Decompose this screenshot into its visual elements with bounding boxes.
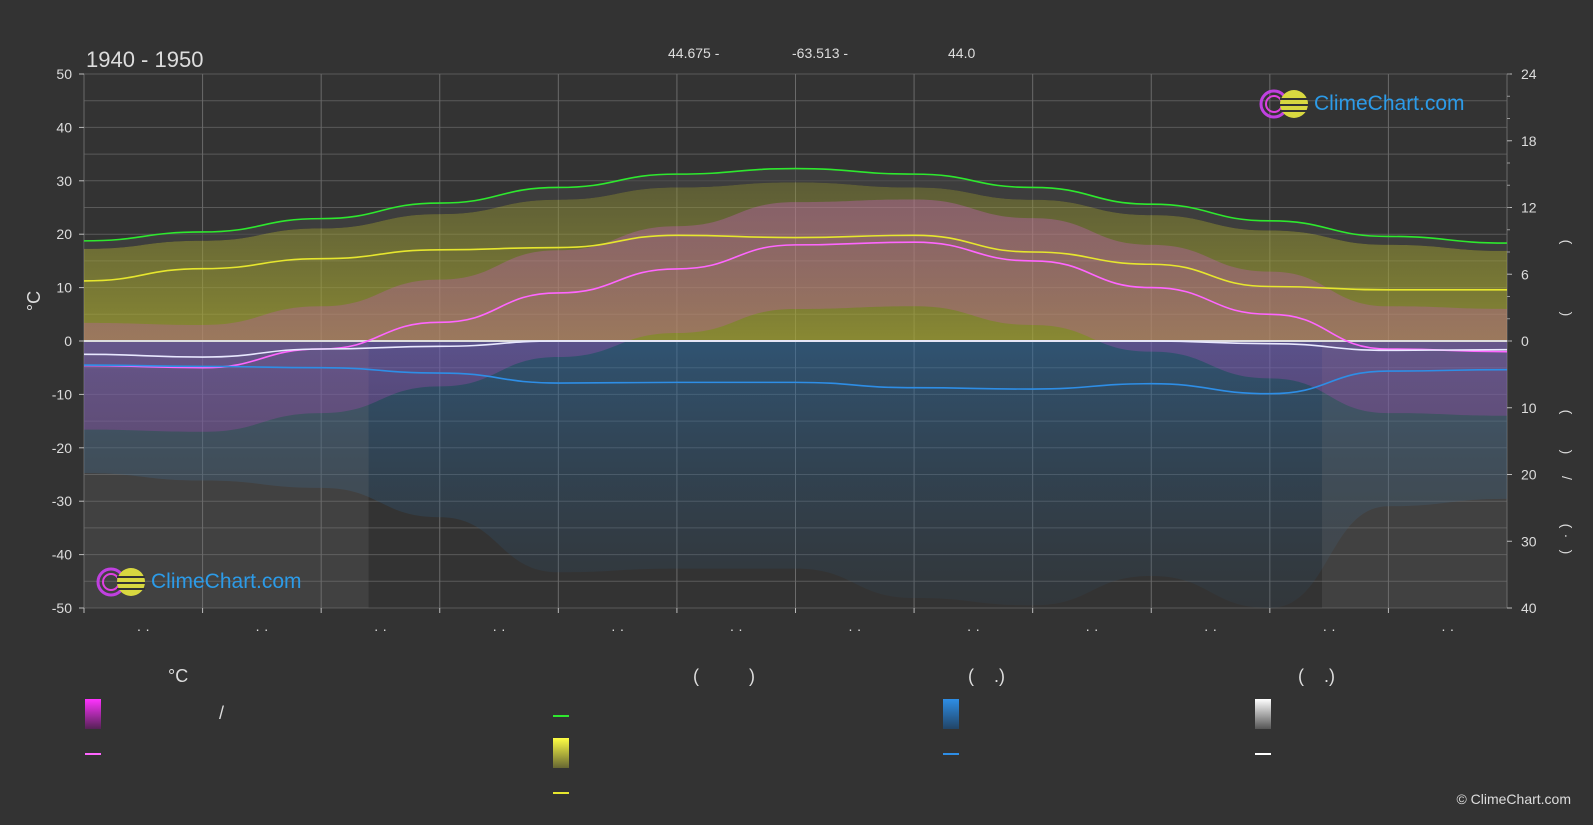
y2-sun-tick-label: 6 bbox=[1521, 266, 1529, 282]
month-label: · · bbox=[255, 621, 268, 637]
y2-precip-tick-label: 30 bbox=[1521, 533, 1537, 549]
month-label: · · bbox=[1085, 621, 1098, 637]
y2-sun-tick-label: 0 bbox=[1521, 333, 1529, 349]
month-label: · · bbox=[730, 621, 743, 637]
y2-sun-tick-label: 24 bbox=[1521, 66, 1537, 82]
y-tick-label: 50 bbox=[56, 66, 72, 82]
sunshine-avg-swatch bbox=[553, 792, 569, 794]
logo-icon bbox=[95, 566, 149, 598]
y-tick-label: 0 bbox=[64, 333, 72, 349]
climechart-logo-bottom[interactable]: ClimeChart.com bbox=[95, 566, 302, 598]
y2-sun-tick-label: 12 bbox=[1521, 200, 1537, 216]
y-tick-label: -10 bbox=[52, 386, 72, 402]
y2-sun-tick-label: 18 bbox=[1521, 133, 1537, 149]
longitude-label: -63.513 - bbox=[792, 45, 849, 61]
month-label: · · bbox=[1441, 621, 1454, 637]
temp-range-swatch bbox=[85, 699, 101, 729]
legend-rain-heading: ( .) bbox=[968, 666, 1005, 686]
y2-precip-tick-label: 20 bbox=[1521, 467, 1537, 483]
y2-precip-tick-label: 10 bbox=[1521, 400, 1537, 416]
y-tick-label: 30 bbox=[56, 173, 72, 189]
precip-avg-swatch bbox=[943, 753, 959, 755]
precipitation-line bbox=[83, 364, 1508, 395]
copyright: © ClimeChart.com bbox=[1456, 791, 1571, 807]
elevation-label: 44.0 bbox=[948, 45, 976, 61]
sunshine-line bbox=[83, 234, 1507, 291]
y2-axis-symbol: / bbox=[1559, 476, 1575, 480]
y2-axis-symbol: ) bbox=[1559, 550, 1575, 555]
chart-title: 1940 - 1950 bbox=[86, 47, 204, 72]
y2-axis-symbol: ) bbox=[1559, 312, 1575, 317]
temp-avg-swatch bbox=[85, 753, 101, 755]
legend-temp-slash: / bbox=[219, 703, 225, 723]
snow-line bbox=[83, 340, 1508, 358]
month-label: · · bbox=[1323, 621, 1336, 637]
y-axis-label: °C bbox=[24, 291, 44, 311]
precipitation-range-band bbox=[84, 341, 1507, 608]
sunshine-range-swatch bbox=[553, 738, 569, 768]
month-label: · · bbox=[492, 621, 505, 637]
snow-range-swatch bbox=[1255, 699, 1271, 729]
y2-axis-symbol: ( bbox=[1559, 410, 1575, 415]
logo-text: ClimeChart.com bbox=[1314, 92, 1465, 115]
y-tick-label: -50 bbox=[52, 600, 72, 616]
snow-avg-swatch bbox=[1255, 753, 1271, 755]
legend-temp-heading: °C bbox=[168, 666, 189, 686]
y2-axis-symbol: ) bbox=[1559, 450, 1575, 455]
y2-axis-symbol: ( bbox=[1559, 240, 1575, 245]
month-label: · · bbox=[137, 621, 150, 637]
logo-text: ClimeChart.com bbox=[151, 570, 302, 593]
logo-icon bbox=[1258, 88, 1312, 120]
month-label: · · bbox=[611, 621, 624, 637]
legend-sun-heading: ( ) bbox=[693, 666, 755, 686]
y-tick-label: -40 bbox=[52, 547, 72, 563]
y-tick-label: 40 bbox=[56, 119, 72, 135]
y2-axis-symbol: ( bbox=[1559, 524, 1575, 529]
precip-range-swatch bbox=[943, 699, 959, 729]
y-tick-label: 10 bbox=[56, 280, 72, 296]
month-label: · · bbox=[1204, 621, 1217, 637]
y2-precip-tick-label: 40 bbox=[1521, 600, 1537, 616]
y-tick-label: 20 bbox=[56, 226, 72, 242]
y-tick-label: -20 bbox=[52, 440, 72, 456]
daylight-line bbox=[83, 167, 1508, 244]
latitude-label: 44.675 - bbox=[668, 45, 720, 61]
month-label: · · bbox=[374, 621, 387, 637]
month-label: · · bbox=[848, 621, 861, 637]
legend-snow-heading: ( .) bbox=[1298, 666, 1335, 686]
climechart-logo-top[interactable]: ClimeChart.com bbox=[1258, 88, 1465, 120]
daylight-swatch bbox=[553, 715, 569, 717]
y-tick-label: -30 bbox=[52, 493, 72, 509]
month-label: · · bbox=[967, 621, 980, 637]
y2-axis-symbol: · bbox=[1559, 534, 1575, 539]
daylight-cap-band bbox=[84, 168, 1507, 251]
